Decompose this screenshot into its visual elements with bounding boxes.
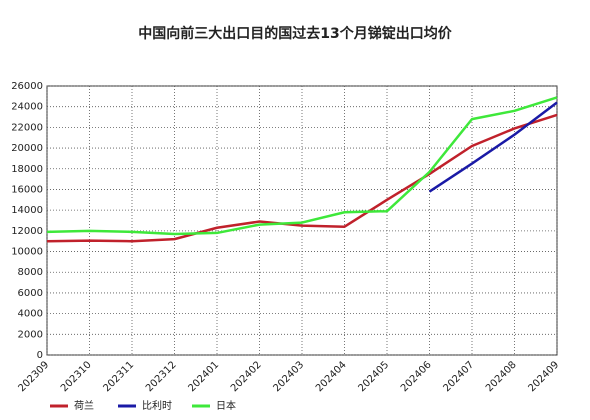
series-line xyxy=(46,96,558,236)
x-tick-label: 202402 xyxy=(229,359,264,394)
x-tick-label: 202407 xyxy=(441,359,476,394)
chart-title: 中国向前三大出口目的国过去13个月锑锭出口均价 xyxy=(138,25,452,42)
y-tick-label: 16000 xyxy=(11,184,43,195)
series-line xyxy=(428,101,558,193)
x-tick-label: 202405 xyxy=(356,359,391,394)
x-tick-label: 202311 xyxy=(101,359,136,394)
legend-label: 比利时 xyxy=(142,400,172,412)
y-tick-label: 6000 xyxy=(18,288,43,299)
legend-label: 荷兰 xyxy=(74,399,94,412)
x-tick-label: 202309 xyxy=(16,359,51,394)
y-tick-label: 2000 xyxy=(18,329,43,340)
x-tick-label: 202408 xyxy=(484,359,519,394)
x-tick-label: 202310 xyxy=(59,359,94,394)
x-tick-label: 202409 xyxy=(526,359,561,394)
x-tick-label: 202406 xyxy=(399,359,434,394)
x-tick-label: 202401 xyxy=(186,359,221,394)
y-tick-label: 22000 xyxy=(11,122,43,133)
y-tick-label: 4000 xyxy=(18,309,43,320)
series-line xyxy=(46,113,558,243)
y-tick-label: 24000 xyxy=(11,102,43,113)
legend-label: 日本 xyxy=(216,399,236,412)
x-tick-label: 202404 xyxy=(314,359,349,394)
y-tick-label: 0 xyxy=(37,350,43,361)
y-tick-label: 20000 xyxy=(11,143,43,154)
y-tick-label: 26000 xyxy=(11,81,43,92)
y-tick-label: 18000 xyxy=(11,164,43,175)
y-tick-label: 12000 xyxy=(11,226,43,237)
x-tick-label: 202403 xyxy=(271,359,306,394)
y-tick-label: 8000 xyxy=(18,267,43,278)
y-tick-label: 10000 xyxy=(11,247,43,258)
y-tick-label: 14000 xyxy=(11,205,43,216)
x-tick-label: 202312 xyxy=(144,359,179,394)
